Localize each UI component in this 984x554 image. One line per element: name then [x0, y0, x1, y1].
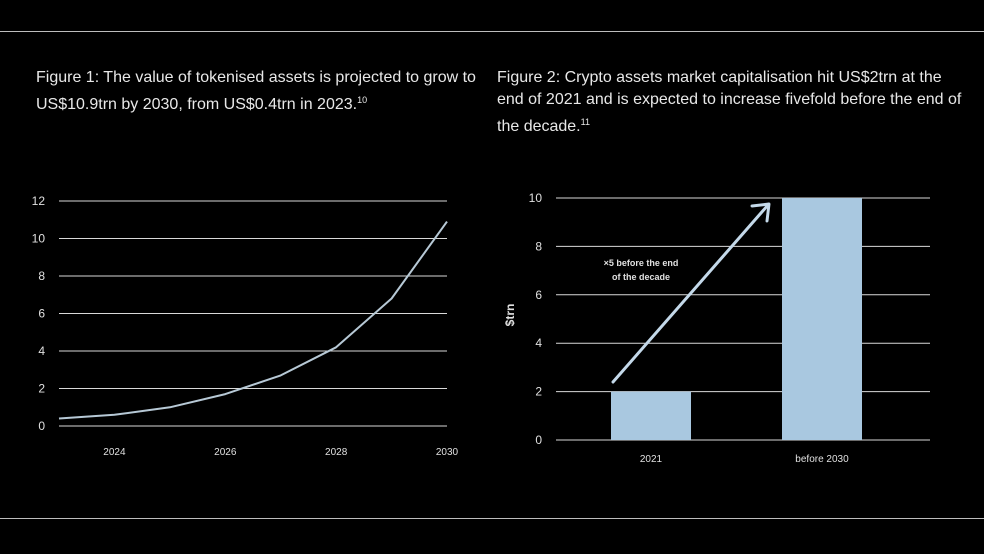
- x-tick-label: 2024: [103, 447, 126, 458]
- y-axis-label: $trn: [503, 304, 517, 327]
- figure-2-title: Figure 2: Crypto assets market capitalis…: [497, 67, 967, 138]
- y-tick-label: 4: [535, 336, 542, 350]
- growth-arrow-shaft: [611, 203, 770, 384]
- y-tick-label: 8: [535, 239, 542, 253]
- figure-1-footnote: 10: [357, 95, 368, 105]
- x-tick-label: 2028: [325, 447, 348, 458]
- series-line: [58, 221, 448, 420]
- figure-1-title-text: Figure 1: The value of tokenised assets …: [36, 69, 476, 113]
- y-tick-label: 2: [38, 382, 45, 396]
- bar: [611, 391, 691, 440]
- x-tick-label: 2026: [214, 447, 237, 458]
- annotation-line-1: ×5 before the end: [604, 258, 679, 268]
- y-tick-label: 0: [38, 419, 45, 433]
- x-tick-label: 2021: [640, 454, 663, 465]
- y-tick-label: 10: [32, 232, 46, 246]
- y-tick-label: 10: [529, 191, 543, 205]
- x-tick-label: before 2030: [795, 454, 849, 465]
- y-tick-label: 8: [38, 269, 45, 283]
- y-tick-label: 2: [535, 385, 542, 399]
- x-tick-label: 2030: [436, 447, 459, 458]
- y-tick-label: 0: [535, 433, 542, 447]
- growth-arrow-head: [750, 202, 771, 223]
- top-rule: [0, 31, 984, 32]
- figure-1-title: Figure 1: The value of tokenised assets …: [36, 67, 476, 116]
- bottom-rule: [0, 518, 984, 519]
- y-tick-label: 12: [32, 194, 46, 208]
- y-tick-label: 4: [38, 344, 45, 358]
- figure-2-footnote: 11: [580, 117, 590, 127]
- figure-2-title-text: Figure 2: Crypto assets market capitalis…: [497, 69, 962, 135]
- annotation-line-2: of the decade: [612, 272, 670, 282]
- y-tick-label: 6: [38, 307, 45, 321]
- bar: [782, 198, 862, 440]
- y-tick-label: 6: [535, 288, 542, 302]
